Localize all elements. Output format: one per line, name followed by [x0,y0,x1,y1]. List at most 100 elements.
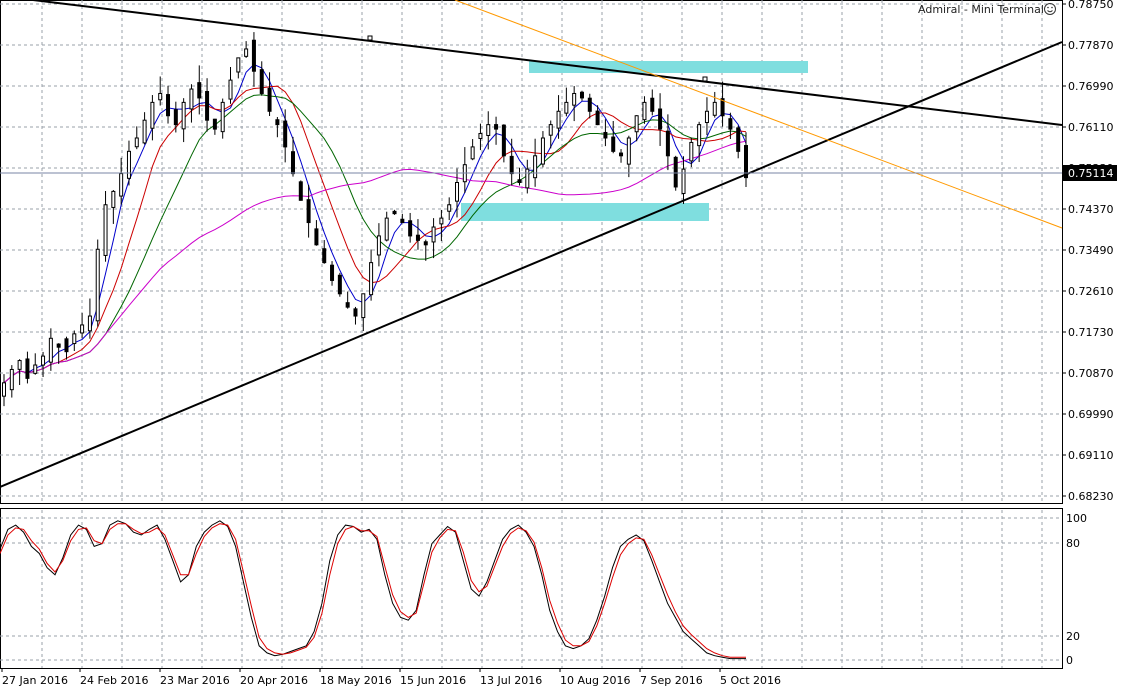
lower-trendline [0,41,1063,488]
candle-body [720,98,725,117]
candle-body [173,109,178,126]
candle-body [533,155,538,179]
candle-body [9,368,14,391]
price-tick-label: 0.74370 [1068,203,1114,216]
candle-body [728,118,733,130]
time-tick-label: 18 May 2016 [320,674,392,687]
candle-body [447,204,452,212]
candle-body [619,152,624,157]
header-title: Admiral - Mini Terminal [918,3,1044,16]
candle-body [564,101,569,114]
candle-body [56,343,61,348]
candle-body [33,364,38,374]
candle-body [181,101,186,130]
candle-body [439,217,444,225]
candle-body [322,248,327,264]
candle-body [119,173,124,197]
price-tick-label: 0.71730 [1068,326,1114,339]
candle-body [259,69,264,94]
upper-trendline [24,0,1063,126]
candle-body [681,168,686,194]
main-panel-frame [0,0,1063,504]
moving-average-line [3,63,747,384]
price-tick-label: 0.73490 [1068,244,1114,257]
time-tick-label: 5 Oct 2016 [720,674,781,687]
candle-body [689,141,694,162]
trendline-anchor[interactable] [367,35,373,41]
candle-body [228,79,233,100]
candle-body [376,235,381,256]
candle-body [509,155,514,175]
candle-body [2,382,6,397]
price-tick-label: 0.69110 [1068,449,1114,462]
candle-body [158,92,163,101]
candle-body [126,150,131,179]
candle-body [400,218,405,224]
candle-body [525,168,530,189]
stochastic-line [0,520,746,660]
candle-body [236,57,241,73]
candle-body [330,264,335,281]
candle-body [540,137,545,165]
candle-body [150,101,155,129]
candle-body [494,124,499,130]
price-tick-label: 0.77870 [1068,39,1114,52]
candle-body [369,262,374,296]
candle-body [455,182,460,202]
candle-body [712,101,717,116]
osc-tick-label: 100 [1066,512,1087,525]
candle-body [41,355,46,366]
price-tick-label: 0.68230 [1068,490,1114,503]
candle-body [290,151,295,175]
current-price-label: 0.75114 [1068,167,1114,180]
candle-body [423,241,428,246]
candle-body [353,308,358,317]
candle-body [408,220,413,237]
candle-body [642,101,647,121]
candles-layer [2,32,748,407]
candle-body [212,118,217,130]
candle-body [251,39,256,72]
oscillator-lines [0,520,746,660]
candle-body [634,115,639,133]
candle-body [431,226,436,243]
candle-body [103,204,108,256]
osc-tick-label: 80 [1066,537,1080,550]
osc-tick-label: 0 [1066,654,1073,667]
candle-body [189,88,194,110]
candle-body [87,315,92,332]
resistance-zone [529,61,808,73]
zones-layer [461,61,808,221]
candle-body [665,130,670,157]
candle-body [548,124,553,136]
candle-body [415,234,420,241]
orange-channel-line [454,0,1063,229]
candle-body [283,120,288,148]
candle-body [579,91,584,99]
stochastic-panel: 100 80 20 0 [0,508,1087,669]
moving-average-line [3,140,747,384]
time-tick-label: 13 Jul 2016 [480,674,542,687]
smiley-icon[interactable] [1044,3,1056,15]
osc-tick-label: 20 [1066,630,1080,643]
candle-body [142,119,147,144]
candle-body [275,119,280,126]
candle-body [603,131,608,139]
time-tick-label: 10 Aug 2016 [560,674,630,687]
candle-body [267,87,272,112]
candle-body [298,181,303,201]
oscillator-grid [0,510,1062,668]
candle-body [595,110,600,126]
stochastic-line [0,523,746,658]
candle-body [314,228,319,246]
candle-body [244,48,249,57]
main-grid [0,0,1062,503]
price-tick-label: 0.70870 [1068,367,1114,380]
candle-body [64,338,69,353]
time-tick-label: 7 Sep 2016 [640,674,703,687]
candle-body [337,274,342,295]
candle-body [361,293,366,319]
trendline-anchor[interactable] [702,76,708,82]
candle-body [166,94,171,117]
